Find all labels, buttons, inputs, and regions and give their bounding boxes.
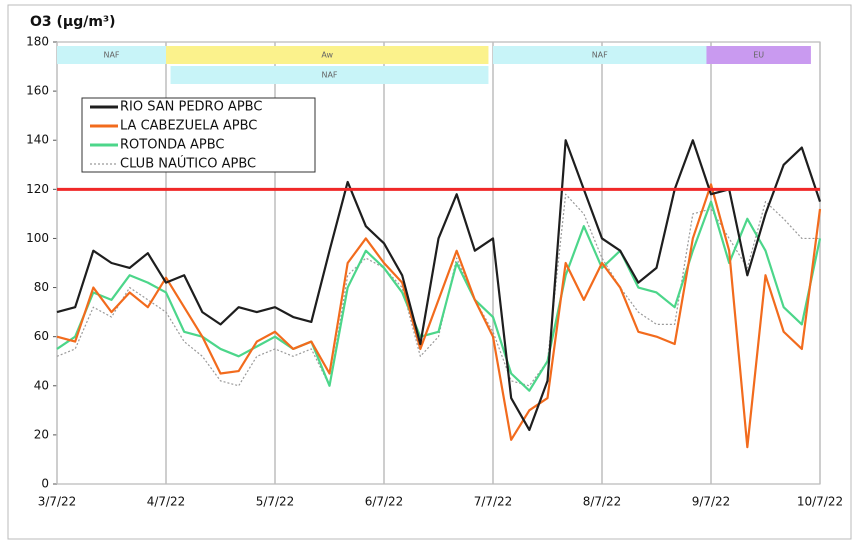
y-tick-label: 140 — [26, 133, 49, 147]
legend-label: CLUB NAÚTICO APBC — [120, 156, 256, 172]
chart-title: O3 (µg/m³) — [30, 14, 115, 30]
period-label: Aw — [321, 51, 333, 60]
x-tick-label: 4/7/22 — [147, 495, 186, 509]
y-tick-label: 40 — [34, 378, 49, 392]
y-tick-label: 160 — [26, 84, 49, 98]
y-tick-label: 0 — [41, 477, 49, 491]
legend-label: LA CABEZUELA APBC — [120, 119, 257, 134]
series-line — [56, 139, 822, 432]
period-label: NAF — [321, 71, 337, 80]
period-band — [170, 66, 489, 84]
x-tick-label: 3/7/22 — [38, 495, 77, 509]
x-tick-label: 9/7/22 — [692, 495, 731, 509]
x-tick-label: 7/7/22 — [474, 495, 513, 509]
period-label: NAF — [103, 51, 119, 60]
y-tick-label: 60 — [34, 329, 49, 343]
legend-label: ROTONDA APBC — [120, 138, 224, 153]
x-tick-label: 5/7/22 — [256, 495, 295, 509]
period-band — [57, 46, 166, 64]
period-band — [706, 46, 811, 64]
y-tick-label: 20 — [34, 427, 49, 441]
y-tick-label: 100 — [26, 231, 49, 245]
period-band — [166, 46, 489, 64]
x-tick-label: 8/7/22 — [583, 495, 622, 509]
period-band — [493, 46, 707, 64]
period-label: NAF — [592, 51, 608, 60]
legend-label: RIO SAN PEDRO APBC — [120, 100, 262, 115]
x-tick-label: 6/7/22 — [365, 495, 404, 509]
period-label: EU — [753, 51, 764, 60]
y-tick-label: 120 — [26, 182, 49, 196]
frame — [7, 4, 852, 540]
x-tick-label: 10/7/22 — [797, 495, 843, 509]
series-line — [56, 200, 822, 392]
legend-box — [81, 97, 316, 173]
series-line — [56, 193, 820, 387]
y-tick-label: 80 — [34, 280, 49, 294]
y-tick-label: 180 — [26, 35, 49, 49]
series-line — [56, 183, 822, 449]
